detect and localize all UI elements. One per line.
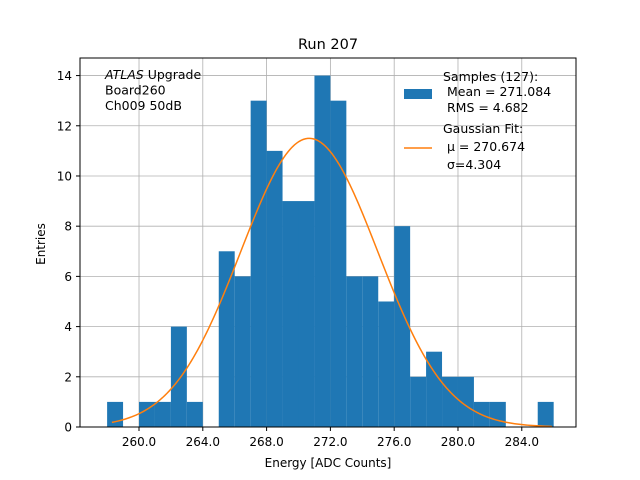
annotation-line-2: Ch009 50dB: [105, 98, 182, 113]
annotation-text-1: Board260: [105, 83, 166, 98]
y-tick-label-0: 0: [64, 421, 72, 435]
x-axis-ticks: 260.0 264.0 268.0 272.0 276.0 280.0 284.0: [122, 427, 539, 449]
gaussian-fit-curve: [111, 137, 553, 428]
x-tick-label-5: 280.0: [441, 435, 475, 449]
y-axis-label: Entries: [34, 223, 48, 265]
x-tick-label-1: 264.0: [186, 435, 220, 449]
y-tick-label-7: 14: [57, 69, 72, 83]
histogram-bar-20: [457, 376, 474, 427]
plot-axes: [79, 57, 577, 428]
histogram-bar-8: [266, 150, 283, 427]
histogram-bar-6: [234, 276, 251, 427]
histogram-bar-2: [154, 401, 171, 427]
x-axis-label: Energy [ADC Counts]: [265, 456, 392, 470]
histogram-bars: [107, 75, 554, 428]
legend-fit-line-1: Gaussian Fit:: [443, 121, 523, 136]
legend-fit-line-2: μ = 270.674: [443, 139, 525, 154]
histogram-bar-3: [170, 326, 187, 427]
histogram-bar-14: [362, 276, 379, 427]
legend-samples-line-3: RMS = 4.682: [443, 100, 529, 115]
axes-frame: [79, 57, 577, 428]
y-tick-label-1: 2: [64, 370, 72, 384]
histogram-bar-4: [186, 401, 203, 427]
legend: Samples (127): Mean = 271.084 RMS = 4.68…: [404, 69, 551, 172]
x-tick-label-3: 272.0: [313, 435, 347, 449]
legend-fit-line-3: σ=4.304: [443, 157, 501, 172]
histogram-bar-13: [346, 276, 363, 427]
histogram-bar-7: [250, 100, 267, 428]
histogram-bar-17: [410, 376, 427, 427]
y-tick-label-2: 4: [64, 320, 72, 334]
histogram-bar-16: [394, 226, 411, 427]
histogram-bar-19: [442, 376, 458, 427]
annotation-line-0: ATLAS Upgrade: [104, 67, 201, 82]
annotation-line-1: Board260: [105, 83, 166, 98]
atlas-annotation: ATLAS Upgrade Board260 Ch009 50dB: [104, 67, 201, 113]
y-tick-label-5: 10: [57, 169, 72, 183]
histogram-bar-0: [107, 401, 124, 427]
y-tick-label-4: 8: [64, 220, 72, 234]
histogram-bar-5: [218, 251, 235, 427]
histogram-bar-18: [426, 351, 443, 427]
y-axis-ticks: 0 2 4 6 8 10 12 14: [57, 69, 80, 435]
histogram-bar-15: [378, 301, 395, 427]
histogram-bar-12: [330, 100, 347, 428]
x-tick-label-4: 276.0: [377, 435, 411, 449]
histogram-bar-9: [282, 201, 299, 427]
histogram-bar-10: [298, 201, 315, 427]
y-tick-label-6: 12: [57, 119, 72, 133]
annotation-italic-0: ATLAS: [104, 67, 144, 82]
x-tick-label-0: 260.0: [122, 435, 156, 449]
y-tick-label-3: 6: [64, 270, 72, 284]
legend-samples-line-2: Mean = 271.084: [443, 84, 551, 99]
chart-title: Run 207: [298, 37, 358, 53]
legend-samples-line-1: Samples (127):: [443, 69, 538, 84]
histogram-bar-11: [314, 75, 331, 428]
x-tick-label-6: 284.0: [505, 435, 539, 449]
legend-samples-swatch: [404, 89, 432, 99]
histogram-bar-1: [139, 401, 155, 427]
annotation-text-0: Upgrade: [144, 67, 202, 82]
x-tick-label-2: 268.0: [249, 435, 283, 449]
histogram-bar-23: [537, 401, 554, 427]
histogram-bar-22: [489, 401, 506, 427]
annotation-text-2: Ch009 50dB: [105, 98, 182, 113]
